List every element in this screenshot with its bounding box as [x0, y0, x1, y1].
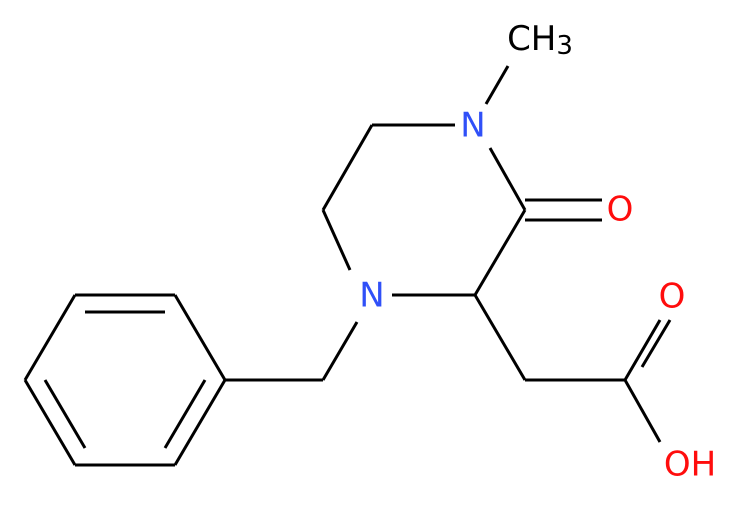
atom-label: O — [659, 277, 686, 317]
bonds — [23, 65, 672, 467]
atom-label: N — [359, 276, 384, 316]
methyl-label: CH3 — [507, 19, 573, 61]
atom-label: O — [607, 190, 634, 230]
atom-label: OH — [664, 445, 716, 485]
atom-label: N — [460, 106, 485, 146]
